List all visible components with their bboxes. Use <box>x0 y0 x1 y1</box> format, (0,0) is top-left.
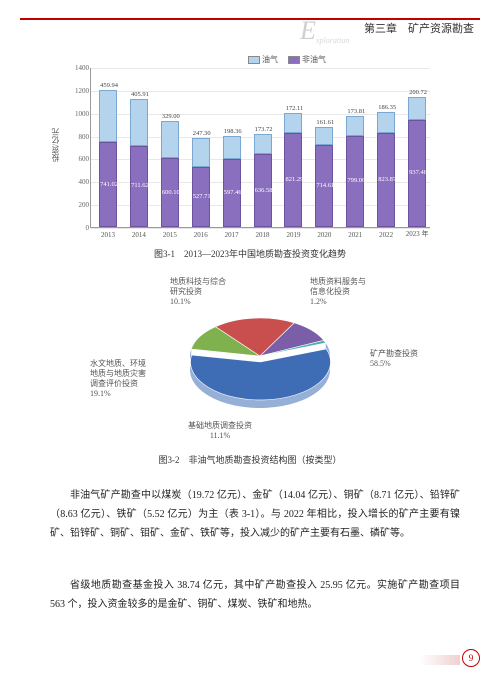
bar-chart-legend: 油气 非油气 <box>240 54 326 65</box>
header-decor-letter: E <box>300 16 316 46</box>
pie-chart-svg: 矿产勘查投资58.5% 基础地质调查投资11.1% 水文地质、环境地质与地质灾害调查… <box>40 276 460 446</box>
svg-text:水文地质、环境地质与地质灾害调查评价投资19.1%: 水文地质、环境地质与地质灾害调查评价投资19.1% <box>90 358 146 398</box>
chapter-title: 第三章 矿产资源勘查 <box>364 20 474 36</box>
svg-text:基础地质调查投资11.1%: 基础地质调查投资11.1% <box>188 420 252 440</box>
pie-chart-caption: 图3-2 非油气地质勘查投资结构图（按类型） <box>40 453 460 466</box>
svg-text:地质科技与综合研究投资10.1%: 地质科技与综合研究投资10.1% <box>170 276 226 306</box>
svg-text:矿产勘查投资58.5%: 矿产勘查投资58.5% <box>370 348 418 368</box>
paragraph-2: 省级地质勘查基金投入 38.74 亿元，其中矿产勘查投入 25.95 亿元。实施… <box>50 576 460 614</box>
svg-text:地质资料服务与信息化投资1.2%: 地质资料服务与信息化投资1.2% <box>310 276 366 306</box>
page-number: 9 <box>462 649 480 667</box>
header-decor-sub: xploration <box>316 36 349 45</box>
y-axis-label: 投资/亿元 <box>50 128 61 162</box>
paragraph-1: 非油气矿产勘查中以煤炭（19.72 亿元）、金矿（14.04 亿元）、铜矿（8.… <box>50 486 460 543</box>
bar-chart-investment-trend: 油气 非油气 投资/亿元 020040060080010001200140045… <box>60 58 440 258</box>
bar-chart-plot: 0200400600800100012001400459.94741.02201… <box>90 68 430 228</box>
pie-chart-structure: 矿产勘查投资58.5% 基础地质调查投资11.1% 水文地质、环境地质与地质灾害调查… <box>40 276 460 466</box>
bar-chart-caption: 图3-1 2013—2023年中国地质勘查投资变化趋势 <box>60 247 440 260</box>
page-number-decoration <box>420 655 460 665</box>
